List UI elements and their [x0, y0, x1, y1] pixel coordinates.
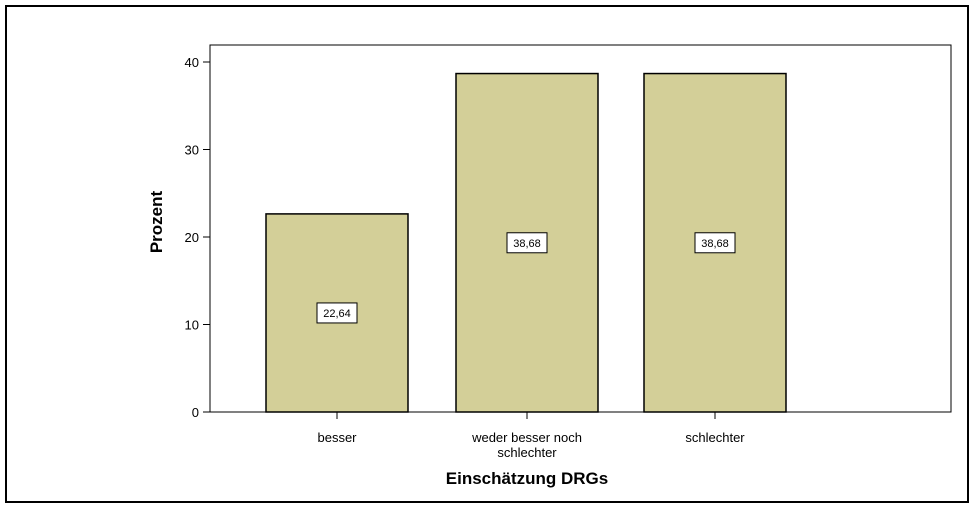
- x-tick-label: weder besser noch schlechter: [471, 430, 582, 460]
- x-tick-label: besser: [317, 430, 357, 445]
- y-tick-label: 20: [185, 230, 199, 245]
- data-label: 22,64: [323, 308, 351, 320]
- data-label: 38,68: [513, 238, 541, 250]
- y-tick-label: 0: [192, 405, 199, 420]
- data-label: 38,68: [701, 238, 729, 250]
- y-tick-label: 30: [185, 143, 199, 158]
- x-axis-title: Einschätzung DRGs: [446, 469, 608, 488]
- y-tick-label: 10: [185, 318, 199, 333]
- x-axis: besser weder besser noch schlechter schlech…: [317, 412, 745, 460]
- bars: 22,64 38,68 38,68: [265, 72, 787, 413]
- y-axis-title: Prozent: [147, 190, 166, 253]
- data-label-box: [316, 302, 358, 324]
- y-tick-label: 40: [185, 55, 199, 70]
- x-tick-label: schlechter: [685, 430, 745, 445]
- data-label-box: [694, 232, 736, 254]
- y-axis: 0 10 20 30 40: [185, 55, 210, 420]
- data-label-box: [506, 232, 548, 254]
